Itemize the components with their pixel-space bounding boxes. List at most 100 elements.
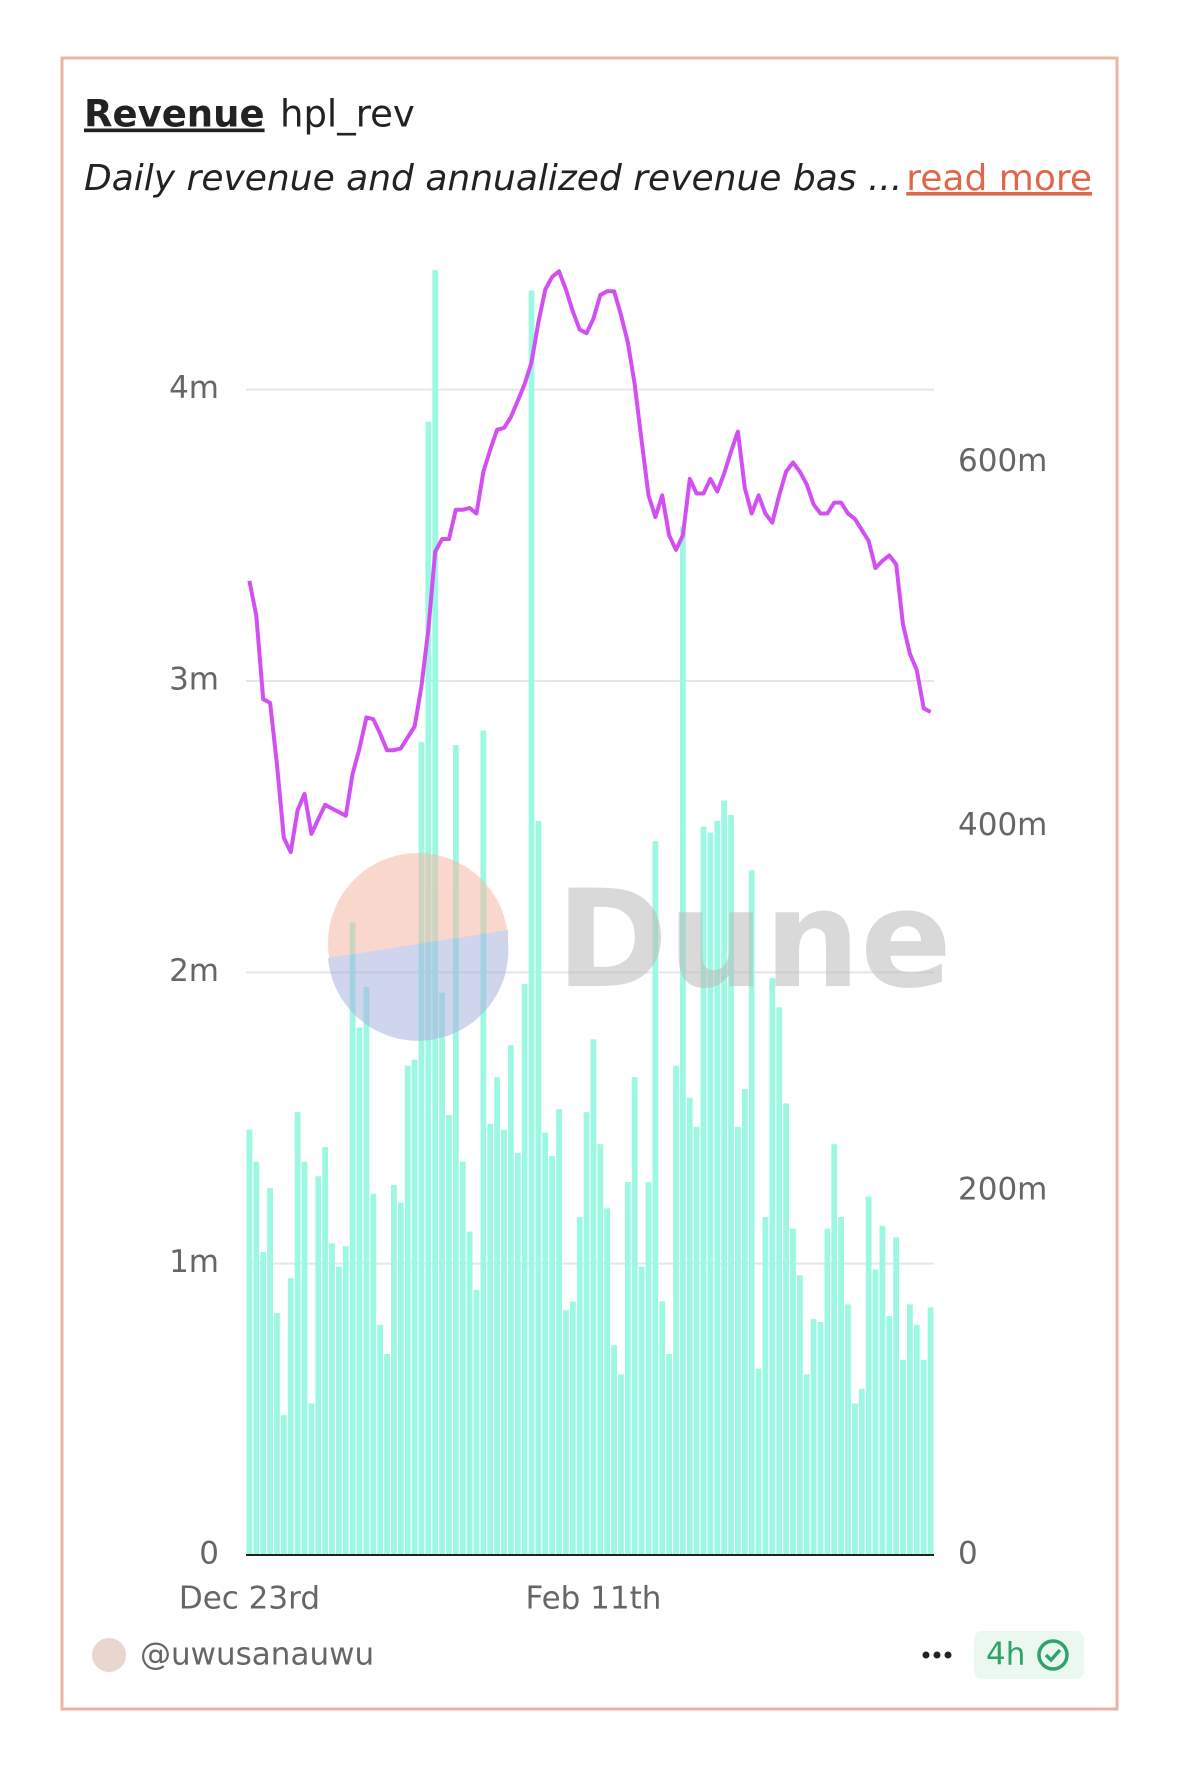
bar [700, 826, 707, 1555]
menu[interactable] [922, 1651, 952, 1659]
bar [913, 1324, 920, 1555]
bar [301, 1161, 308, 1555]
bar [267, 1187, 273, 1555]
bar [831, 1144, 838, 1555]
bar [817, 1321, 824, 1555]
bar [618, 1374, 624, 1555]
bar [879, 1225, 886, 1555]
bar [439, 992, 445, 1555]
bar [377, 1324, 384, 1555]
bar [776, 1007, 783, 1555]
bar [851, 1403, 858, 1555]
bar [329, 1243, 335, 1555]
bar [638, 1266, 645, 1555]
bar [487, 1123, 494, 1555]
bar [370, 1193, 377, 1555]
title[interactable]: Revenue [84, 93, 265, 136]
bar [597, 1144, 604, 1555]
bar [480, 730, 487, 1555]
bar [507, 1045, 514, 1555]
bar [404, 1065, 411, 1555]
bar [473, 1289, 480, 1555]
bar [673, 1065, 679, 1555]
bar [728, 815, 734, 1555]
y-tick-label: 3m [169, 662, 219, 698]
x-tick-label: Dec 23rd [179, 1581, 320, 1617]
bar [624, 1182, 631, 1555]
bar [363, 986, 370, 1555]
bar [631, 1077, 638, 1555]
menu-dot [922, 1651, 930, 1659]
bar [824, 1228, 831, 1555]
bar [549, 1155, 556, 1555]
bar [501, 1129, 507, 1555]
bar [411, 1059, 418, 1555]
bar [858, 1388, 865, 1555]
bar [274, 1313, 280, 1555]
bar [576, 1217, 583, 1555]
bar [810, 1319, 817, 1555]
bar [755, 1368, 762, 1555]
bar [645, 1182, 652, 1555]
y2-tick-label: 0 [958, 1536, 978, 1572]
bar [246, 1129, 253, 1555]
bar [796, 1275, 803, 1555]
description: Daily revenue and annualized revenue bas… [84, 158, 902, 199]
bar [769, 978, 776, 1555]
bar [391, 1185, 397, 1555]
bar [556, 1109, 562, 1555]
card-border [60, 56, 1119, 1711]
bar [686, 1097, 693, 1555]
bar [280, 1415, 287, 1555]
author[interactable]: @uwusanauwu [140, 1637, 374, 1673]
y-tick-label: 2m [169, 953, 219, 989]
bar [542, 1132, 549, 1555]
verified-ring [1037, 1639, 1069, 1671]
avatar [92, 1638, 126, 1672]
bar [569, 1301, 576, 1555]
bar [446, 1115, 452, 1555]
read-more[interactable]: read more [906, 158, 1092, 199]
bar [459, 1161, 466, 1555]
x-tick-label: Feb 11th [525, 1581, 661, 1617]
y2-tick-label: 200m [958, 1171, 1047, 1207]
bar [315, 1176, 322, 1555]
bar [865, 1196, 872, 1555]
bar [714, 820, 721, 1555]
bar [384, 1353, 390, 1555]
bar [335, 1266, 342, 1555]
bar [308, 1403, 315, 1555]
bar [748, 870, 755, 1555]
y-tick-label: 4m [169, 370, 219, 406]
bar [397, 1202, 404, 1555]
watermark-logo-part [328, 930, 509, 1041]
bar [294, 1112, 301, 1555]
bar [342, 1246, 349, 1555]
bar [721, 800, 728, 1555]
y2-tick-label: 400m [958, 807, 1047, 843]
bar [741, 1088, 748, 1555]
age: 4h [986, 1637, 1025, 1673]
y-tick-label: 1m [169, 1244, 219, 1280]
line [247, 269, 932, 855]
bar [528, 290, 535, 1556]
watermark-text: Dune [556, 861, 952, 1018]
bar [514, 1152, 521, 1555]
bar [349, 922, 356, 1555]
bar [666, 1353, 673, 1555]
bar [583, 1112, 590, 1555]
bar [452, 745, 459, 1555]
bar [886, 1316, 893, 1555]
bar [762, 1217, 769, 1555]
bar [590, 1039, 597, 1555]
bar [535, 820, 542, 1555]
bar [494, 1077, 501, 1555]
y2-tick-label: 600m [958, 443, 1047, 479]
bar [322, 1147, 329, 1555]
bar [872, 1269, 879, 1555]
y-tick-label: 0 [199, 1536, 219, 1572]
bar [611, 1345, 617, 1555]
bar [287, 1278, 294, 1555]
